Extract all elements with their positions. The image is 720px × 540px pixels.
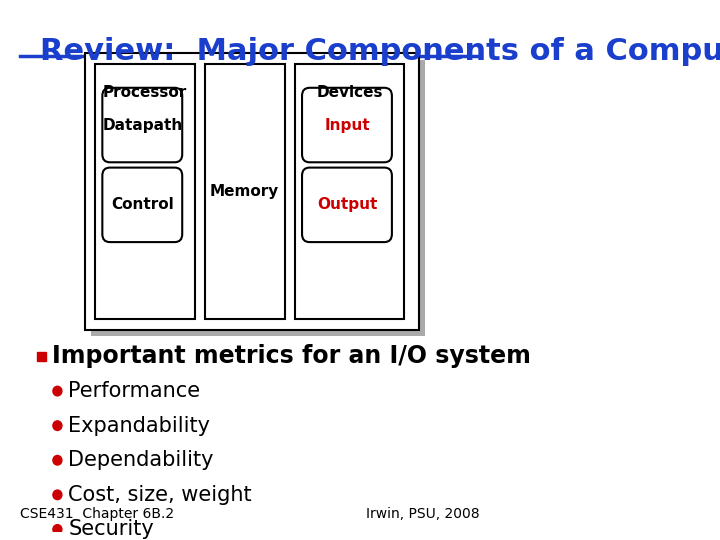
Circle shape xyxy=(53,490,62,500)
Bar xyxy=(85,53,419,330)
Text: Output: Output xyxy=(317,197,377,212)
FancyBboxPatch shape xyxy=(302,88,392,163)
FancyBboxPatch shape xyxy=(107,92,186,166)
Circle shape xyxy=(53,525,62,534)
Circle shape xyxy=(53,386,62,396)
Bar xyxy=(300,69,410,325)
Bar xyxy=(37,352,46,361)
Bar xyxy=(100,69,199,325)
FancyBboxPatch shape xyxy=(107,172,186,246)
Text: Important metrics for an I/O system: Important metrics for an I/O system xyxy=(53,345,531,368)
Text: Memory: Memory xyxy=(210,184,279,199)
Circle shape xyxy=(53,421,62,430)
Text: Datapath: Datapath xyxy=(102,118,182,132)
FancyBboxPatch shape xyxy=(102,167,182,242)
FancyBboxPatch shape xyxy=(102,88,182,163)
Text: Security: Security xyxy=(68,519,154,539)
FancyBboxPatch shape xyxy=(306,172,396,246)
Bar xyxy=(95,64,194,319)
Text: Input: Input xyxy=(324,118,370,132)
Text: CSE431  Chapter 6B.2: CSE431 Chapter 6B.2 xyxy=(20,508,174,522)
Circle shape xyxy=(53,455,62,465)
Bar xyxy=(91,59,426,336)
Text: Processor: Processor xyxy=(103,85,187,100)
Text: Review:  Major Components of a Computer: Review: Major Components of a Computer xyxy=(40,37,720,66)
FancyBboxPatch shape xyxy=(302,167,392,242)
Bar xyxy=(204,64,284,319)
FancyBboxPatch shape xyxy=(306,92,396,166)
Text: Control: Control xyxy=(111,197,174,212)
Bar xyxy=(294,64,405,319)
Text: Performance: Performance xyxy=(68,381,201,401)
Text: Dependability: Dependability xyxy=(68,450,214,470)
Bar xyxy=(210,69,289,325)
Text: Irwin, PSU, 2008: Irwin, PSU, 2008 xyxy=(366,508,480,522)
Text: Expandability: Expandability xyxy=(68,416,210,436)
Text: Cost, size, weight: Cost, size, weight xyxy=(68,485,252,505)
Text: Devices: Devices xyxy=(316,85,383,100)
